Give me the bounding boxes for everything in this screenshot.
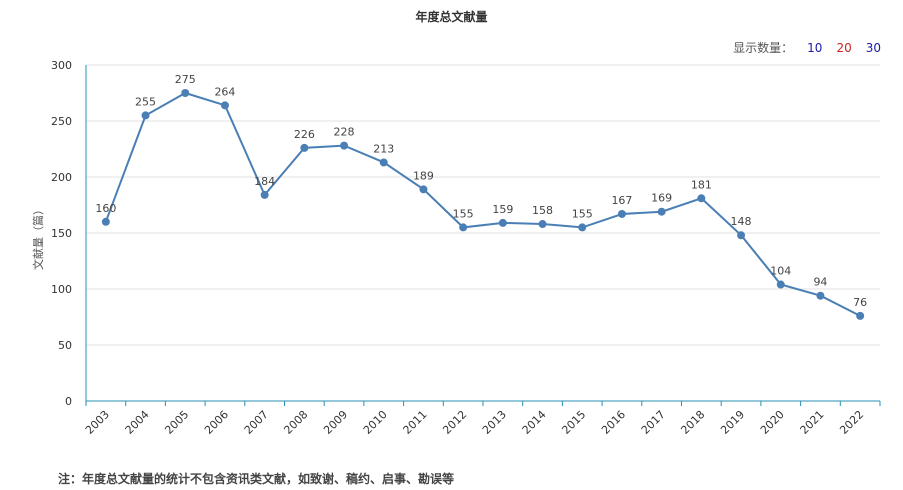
x-tick-label-2010: 2010 xyxy=(361,408,390,437)
data-label-2017: 169 xyxy=(651,192,672,205)
x-tick-label-2021: 2021 xyxy=(798,408,827,437)
count-option-30[interactable]: 30 xyxy=(865,40,881,55)
x-tick-label-2014: 2014 xyxy=(520,408,549,437)
data-label-2014: 158 xyxy=(532,204,553,217)
data-label-2020: 104 xyxy=(770,265,791,278)
chart-title: 年度总文献量 xyxy=(415,10,488,24)
count-option-10[interactable]: 10 xyxy=(807,40,823,55)
data-points xyxy=(101,89,865,320)
data-point-2015[interactable] xyxy=(578,223,587,232)
grid-lines xyxy=(86,64,880,346)
data-point-2010[interactable] xyxy=(379,158,388,167)
y-tick-label-150: 150 xyxy=(51,227,72,240)
data-label-2016: 167 xyxy=(611,194,632,207)
data-label-2021: 94 xyxy=(813,276,827,289)
series-line xyxy=(104,91,861,317)
data-point-2007[interactable] xyxy=(260,190,269,199)
data-point-2014[interactable] xyxy=(538,220,547,229)
y-axis: 0 50 100 150 200 250 300 xyxy=(51,59,87,408)
data-point-2013[interactable] xyxy=(498,218,507,227)
x-tick-label-2003: 2003 xyxy=(83,408,112,437)
data-label-2008: 226 xyxy=(294,128,315,141)
data-point-2004[interactable] xyxy=(141,111,150,120)
x-tick-label-2022: 2022 xyxy=(837,408,866,437)
data-label-2009: 228 xyxy=(334,126,355,139)
data-point-2009[interactable] xyxy=(340,141,349,150)
data-label-2013: 159 xyxy=(492,203,513,216)
data-label-2010: 213 xyxy=(373,142,394,155)
display-count-label: 显示数量： xyxy=(733,41,794,55)
x-tick-label-2012: 2012 xyxy=(440,408,469,437)
x-axis: 2003 2004 2005 2006 2007 2008 2009 2010 2011 2012… xyxy=(83,400,881,437)
y-tick-label-200: 200 xyxy=(51,171,72,184)
data-label-2005: 275 xyxy=(175,73,196,86)
data-label-2003: 160 xyxy=(95,202,116,215)
data-label-2006: 264 xyxy=(214,85,235,98)
data-point-2012[interactable] xyxy=(459,223,468,232)
data-point-2003[interactable] xyxy=(101,217,110,226)
x-tick-label-2018: 2018 xyxy=(678,408,707,437)
data-point-2018[interactable] xyxy=(697,194,706,203)
x-tick-label-2004: 2004 xyxy=(123,408,152,437)
footnote: 注：年度总文献量的统计不包含资讯类文献，如致谢、稿约、启事、勘误等 xyxy=(58,472,455,486)
count-option-20[interactable]: 20 xyxy=(836,40,852,55)
data-labels: 160 255 275 264 184 226 228 213 189 155 159 158 155 1… xyxy=(95,73,867,309)
display-count-selector: 显示数量： 10 20 30 xyxy=(733,39,881,56)
data-point-2011[interactable] xyxy=(419,185,428,194)
x-tick-label-2011: 2011 xyxy=(401,408,430,437)
x-tick-label-2006: 2006 xyxy=(202,408,231,437)
x-tick-label-2015: 2015 xyxy=(559,408,588,437)
data-point-2022[interactable] xyxy=(856,311,865,320)
data-label-2018: 181 xyxy=(691,178,712,191)
data-point-2020[interactable] xyxy=(776,280,785,289)
y-tick-label-250: 250 xyxy=(51,115,72,128)
data-point-2021[interactable] xyxy=(816,291,825,300)
x-tick-label-2019: 2019 xyxy=(718,408,747,437)
data-point-2008[interactable] xyxy=(300,143,309,152)
data-label-2015: 155 xyxy=(572,207,593,220)
y-tick-label-0: 0 xyxy=(65,395,72,408)
x-tick-label-2005: 2005 xyxy=(162,408,191,437)
x-tick-label-2013: 2013 xyxy=(480,408,509,437)
data-label-2022: 76 xyxy=(853,296,867,309)
x-tick-label-2017: 2017 xyxy=(639,408,668,437)
data-label-2019: 148 xyxy=(731,215,752,228)
x-tick-label-2016: 2016 xyxy=(599,408,628,437)
data-label-2004: 255 xyxy=(135,95,156,108)
y-tick-label-100: 100 xyxy=(51,283,72,296)
data-label-2012: 155 xyxy=(453,207,474,220)
data-label-2011: 189 xyxy=(413,169,434,182)
y-tick-label-50: 50 xyxy=(58,339,72,352)
data-point-2016[interactable] xyxy=(617,209,626,218)
x-tick-label-2020: 2020 xyxy=(758,408,787,437)
data-label-2007: 184 xyxy=(254,175,275,188)
y-tick-label-300: 300 xyxy=(51,59,72,72)
y-axis-title: 文献量（篇） xyxy=(31,204,45,270)
data-point-2017[interactable] xyxy=(657,207,666,216)
data-point-2019[interactable] xyxy=(737,231,746,240)
data-point-2005[interactable] xyxy=(181,89,190,97)
x-tick-label-2008: 2008 xyxy=(281,408,310,437)
data-point-2006[interactable] xyxy=(220,101,229,110)
x-tick-label-2009: 2009 xyxy=(321,408,350,437)
x-tick-label-2007: 2007 xyxy=(242,408,271,437)
